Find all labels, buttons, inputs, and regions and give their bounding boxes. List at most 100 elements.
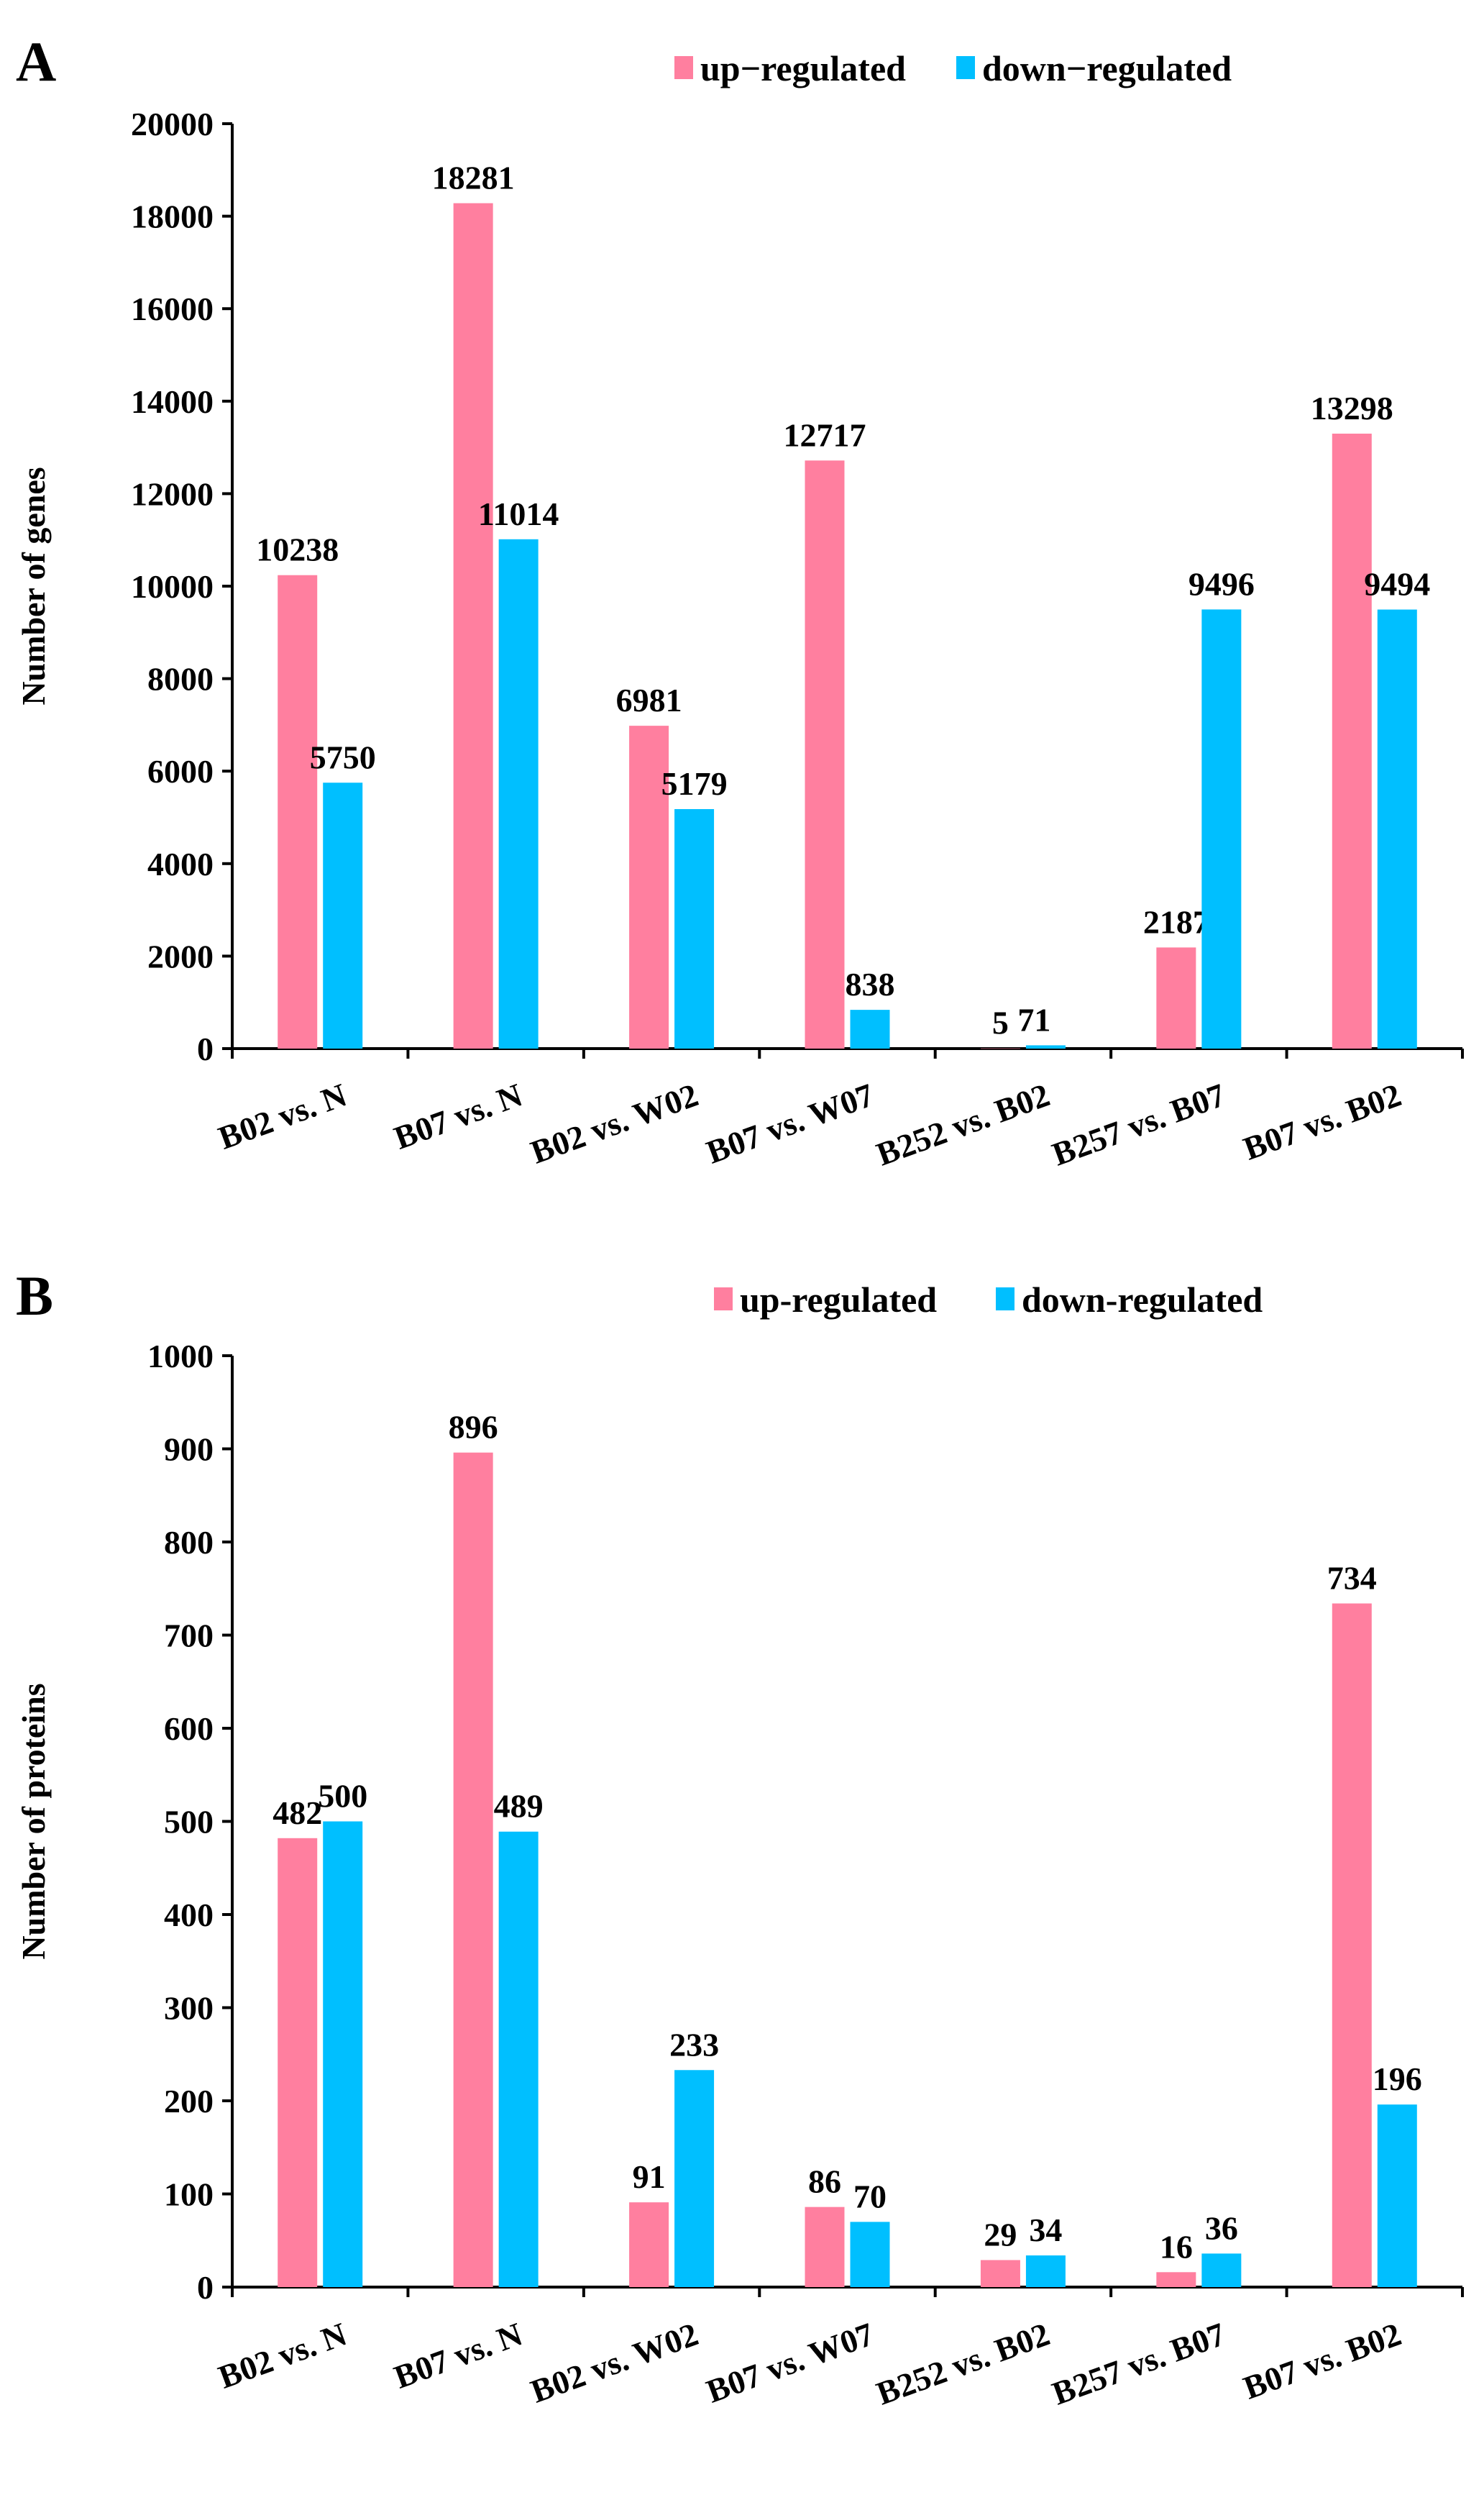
legend-swatch-down xyxy=(956,56,975,79)
data-label: 2187 xyxy=(1143,903,1209,940)
y-tick-label: 6000 xyxy=(147,753,214,790)
legend-swatch-down xyxy=(996,1287,1014,1310)
x-category-label: B257 vs. B07 xyxy=(1048,2315,1230,2412)
data-label: 5750 xyxy=(310,739,376,775)
bar-up-6 xyxy=(1156,2272,1196,2287)
data-label: 9496 xyxy=(1188,565,1255,602)
chart-panel-b: B 0 100 200 300 400 500 600 700 800 900 1000 Number … xyxy=(15,1264,1464,2412)
chart-panel-a: A 0 2000 4000 6000 8000 10000 12000 14000 16000 18… xyxy=(15,30,1464,1173)
data-label: 500 xyxy=(318,1778,367,1815)
data-label: 734 xyxy=(1327,1559,1377,1596)
bar-up-2 xyxy=(453,203,493,1049)
data-label: 233 xyxy=(669,2026,719,2063)
data-label: 5179 xyxy=(661,765,728,802)
data-label: 36 xyxy=(1205,2209,1238,2246)
y-tick-label: 16000 xyxy=(131,291,214,327)
x-category-label: B07 vs. N xyxy=(389,2315,527,2395)
bar-down-1 xyxy=(323,782,363,1049)
x-category-label: B07 vs. N xyxy=(389,1076,527,1156)
bar-down-4 xyxy=(850,1010,890,1049)
y-tick-label: 200 xyxy=(164,2083,214,2120)
bar-down-3 xyxy=(674,808,715,1049)
bar-up-4 xyxy=(805,2207,845,2287)
bar-down-5 xyxy=(1025,2255,1066,2287)
panel-label: B xyxy=(16,1264,53,1327)
y-tick-label: 8000 xyxy=(147,661,214,698)
legend-swatch-up xyxy=(674,56,693,79)
y-tick-label: 600 xyxy=(164,1710,214,1747)
legend: up−regulated down−regulated xyxy=(674,48,1232,88)
x-category-label: B07 vs. B02 xyxy=(1239,1076,1406,1167)
data-label: 896 xyxy=(449,1409,498,1446)
x-category-label: B02 vs. W02 xyxy=(526,1076,702,1170)
y-tick-label: 20000 xyxy=(131,106,214,142)
y-tick-label: 4000 xyxy=(147,846,214,882)
y-axis-title: Number of proteins xyxy=(15,1683,52,1959)
data-label: 29 xyxy=(984,2216,1017,2253)
y-tick-label: 12000 xyxy=(131,475,214,512)
bar-down-5 xyxy=(1025,1045,1066,1049)
y-tick-label: 14000 xyxy=(131,383,214,420)
x-category-label: B02 vs. N xyxy=(214,2315,352,2395)
bar-up-3 xyxy=(629,2202,669,2287)
legend-label-down: down−regulated xyxy=(982,48,1232,88)
x-category-label: B257 vs. B07 xyxy=(1048,1076,1230,1172)
data-label: 10238 xyxy=(256,531,339,568)
y-tick-label: 100 xyxy=(164,2176,214,2213)
data-label: 13298 xyxy=(1311,390,1393,426)
bar-up-2 xyxy=(453,1452,493,2287)
data-label: 18281 xyxy=(432,160,515,196)
y-tick-label: 400 xyxy=(164,1897,214,1933)
bar-down-3 xyxy=(674,2070,715,2287)
bar-up-4 xyxy=(805,460,845,1049)
x-category-label: B02 vs. N xyxy=(214,1076,352,1156)
legend-label-up: up−regulated xyxy=(700,48,906,88)
data-label: 9494 xyxy=(1364,566,1430,603)
data-label: 489 xyxy=(494,1788,544,1825)
data-label: 196 xyxy=(1373,2061,1422,2097)
y-tick-label: 500 xyxy=(164,1804,214,1840)
data-label: 12717 xyxy=(784,416,866,453)
bar-down-7 xyxy=(1377,609,1417,1049)
y-tick-label: 10000 xyxy=(131,568,214,605)
panel-label: A xyxy=(16,30,56,93)
data-label: 838 xyxy=(846,966,895,1003)
y-tick-label: 0 xyxy=(197,1031,214,1067)
bar-down-7 xyxy=(1377,2104,1417,2287)
data-label: 34 xyxy=(1029,2212,1062,2248)
data-label: 16 xyxy=(1160,2228,1193,2265)
legend-label-up: up-regulated xyxy=(740,1279,937,1320)
x-category-label: B07 vs. W07 xyxy=(702,2315,879,2409)
y-tick-label: 700 xyxy=(164,1617,214,1654)
y-tick-label: 300 xyxy=(164,1990,214,2027)
data-label: 5 xyxy=(992,1005,1009,1041)
data-label: 86 xyxy=(808,2163,841,2200)
y-tick-label: 2000 xyxy=(147,938,214,975)
legend-swatch-up xyxy=(714,1287,733,1310)
x-category-label: B07 vs. B02 xyxy=(1239,2315,1406,2406)
y-tick-label: 18000 xyxy=(131,199,214,235)
legend-label-down: down-regulated xyxy=(1022,1279,1263,1320)
bar-up-7 xyxy=(1332,1603,1372,2287)
y-tick-label: 900 xyxy=(164,1431,214,1468)
x-category-label: B07 vs. W07 xyxy=(702,1076,879,1170)
data-label: 70 xyxy=(853,2178,887,2214)
data-label: 482 xyxy=(272,1794,322,1831)
y-tick-label: 800 xyxy=(164,1524,214,1561)
x-category-label: B02 vs. W02 xyxy=(526,2315,702,2409)
data-label: 6981 xyxy=(616,682,682,718)
y-tick-label: 0 xyxy=(197,2269,214,2306)
bar-down-4 xyxy=(850,2222,890,2287)
x-category-label: B252 vs. B02 xyxy=(871,2315,1054,2412)
bar-down-6 xyxy=(1201,609,1242,1049)
bar-up-1 xyxy=(278,1838,318,2287)
bar-down-2 xyxy=(498,539,539,1049)
bar-up-6 xyxy=(1156,947,1196,1049)
bar-down-6 xyxy=(1201,2253,1242,2287)
bar-up-5 xyxy=(980,2260,1020,2287)
bar-up-7 xyxy=(1332,433,1372,1049)
y-tick-label: 1000 xyxy=(147,1338,214,1374)
bar-up-1 xyxy=(278,575,318,1049)
bar-down-2 xyxy=(498,1831,539,2287)
